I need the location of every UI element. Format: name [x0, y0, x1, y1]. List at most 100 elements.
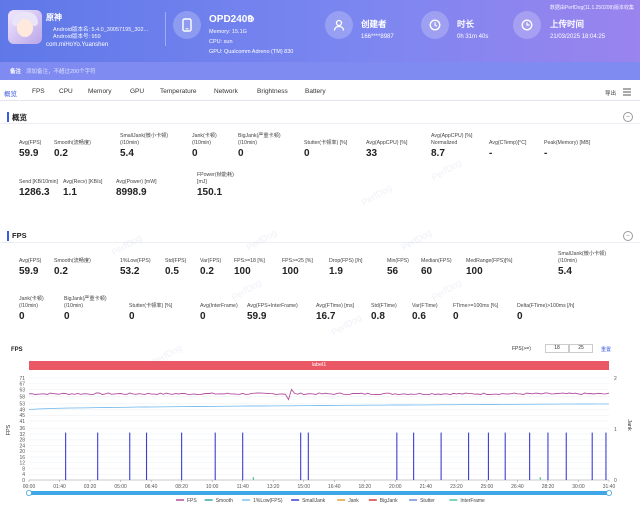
- tab-bar: 概览 FPS CPU Memory GPU Temperature Networ…: [0, 83, 640, 101]
- metric-value: 0: [192, 148, 198, 160]
- x-tick-label: 18:20: [359, 484, 372, 490]
- watermark: PerfDog: [429, 157, 464, 183]
- y-tick-label: 49: [19, 407, 25, 413]
- tab-memory[interactable]: Memory: [88, 88, 112, 95]
- overview-metric: Avg(CTemp)[°C] -: [489, 133, 569, 160]
- y-tick-label: 20: [19, 449, 25, 455]
- legend-label: 1%Low(FPS): [253, 498, 283, 504]
- reset-button[interactable]: 重置: [601, 347, 612, 353]
- metric-value: 0.5: [165, 266, 179, 278]
- note-bar[interactable]: 备注 添加备注，不超过200个字符: [0, 62, 640, 80]
- upload-value: 21/03/2025 18:04:25: [550, 34, 606, 40]
- y-tick-label: 36: [19, 426, 25, 432]
- metric-value: 59.9: [19, 148, 39, 160]
- fps-metric: Std(FPS) 0.5: [165, 251, 245, 278]
- metric-value: 0: [304, 148, 310, 160]
- metric-value: 0: [200, 311, 206, 323]
- y-tick-label: 8: [22, 466, 25, 472]
- tab-network[interactable]: Network: [214, 88, 238, 95]
- phone-icon: [173, 11, 201, 39]
- fps-chart-title: FPS: [11, 347, 23, 353]
- metric-label: Avg(InterFrame): [200, 302, 238, 309]
- fps-filter-max-input[interactable]: 25: [569, 344, 593, 353]
- fps-chart[interactable]: 0 4 8 12 16 20 24 28 32 36 41 45 49 53 58 63 67 71 0 1 2 FPS J…: [0, 370, 640, 505]
- overview-metric: Jank(卡顿) (/10min) 0: [192, 133, 272, 159]
- collapse-icon[interactable]: –: [623, 112, 633, 122]
- metric-label: Jank(卡顿) (/10min): [192, 133, 217, 146]
- note-label: 备注: [10, 69, 22, 75]
- y-tick-label: 63: [19, 387, 25, 393]
- metric-label: Drop(FPS) [/h]: [329, 257, 363, 264]
- tab-brightness[interactable]: Brightness: [257, 88, 288, 95]
- metric-value: 53.2: [120, 266, 140, 278]
- metric-label: Std(FPS): [165, 257, 187, 264]
- overview-metric: Avg(AppCPU) [%] 33: [366, 133, 446, 160]
- tab-overview[interactable]: 概览: [4, 91, 17, 98]
- x-tick-label: 25:00: [481, 484, 494, 490]
- y2-tick-label: 0: [614, 478, 617, 484]
- tab-fps[interactable]: FPS: [32, 88, 45, 95]
- metric-value: 0: [129, 311, 135, 323]
- fps-metric: FPS>=18 [%] 100: [234, 251, 314, 278]
- overview-metric: Send [KB/10min] 1286.3: [19, 172, 99, 199]
- metric-label: Avg(Recv) [KB/s]: [63, 178, 103, 185]
- metric-value: 0: [238, 148, 244, 160]
- fps-metric: Median(FPS) 60: [421, 251, 501, 278]
- duration-title: 时长: [457, 19, 475, 29]
- user-icon: [325, 11, 353, 39]
- overview-metric: BigJank(严重卡顿) (/10min) 0: [238, 133, 318, 159]
- metric-value: 0: [453, 311, 459, 323]
- tab-gpu[interactable]: GPU: [130, 88, 145, 95]
- tab-cpu[interactable]: CPU: [59, 88, 73, 95]
- fps-metric: Stutter(卡顿率) [%] 0: [129, 296, 209, 323]
- fps-metric: SmallJank(微小卡顿) (/10min) 5.4: [558, 251, 638, 277]
- device-memory: Memory: 15.1G: [209, 29, 247, 35]
- metric-value: 8998.9: [116, 187, 147, 199]
- tab-battery[interactable]: Battery: [305, 88, 326, 95]
- metric-label: Avg(FTime) [ms]: [316, 302, 355, 309]
- x-tick-label: 16:40: [328, 484, 341, 490]
- fps-line: [28, 388, 610, 401]
- x-tick-label: 28:20: [542, 484, 555, 490]
- menu-icon[interactable]: [622, 87, 632, 97]
- info-icon[interactable]: i: [248, 16, 254, 22]
- watermark: PerfDog: [359, 182, 394, 208]
- metric-label: MedRange(FPS)[%]: [466, 257, 513, 264]
- export-button[interactable]: 导出: [605, 91, 617, 97]
- x-tick-label: 03:20: [84, 484, 97, 490]
- overview-metric: Smooth(流畅度) 0.2: [54, 133, 134, 160]
- android-version-name: Android版本名: 5.4.0_30057195_302...: [53, 27, 149, 33]
- metric-value: 60: [421, 266, 433, 278]
- y-tick-label: 45: [19, 413, 25, 419]
- collapse-icon[interactable]: –: [623, 231, 633, 241]
- metric-value: -: [489, 148, 493, 160]
- metric-value: 1286.3: [19, 187, 50, 199]
- y2-tick-label: 1: [614, 427, 617, 433]
- perfdog-version: 数据由PerfDog(11.1.250208)版本收集: [549, 5, 634, 11]
- metric-label: SmallJank(微小卡顿) (/10min): [120, 133, 169, 146]
- upload-title: 上传时间: [550, 19, 585, 29]
- legend-label: BigJank: [380, 498, 398, 504]
- y-tick-label: 16: [19, 455, 25, 461]
- fps-metric: 1%Low(FPS) 53.2: [120, 251, 200, 278]
- metric-label: 1%Low(FPS): [120, 257, 151, 264]
- metric-value: 0.8: [371, 311, 385, 323]
- metric-value: 0.6: [412, 311, 426, 323]
- metric-label: Avg(Power) [mW]: [116, 178, 157, 185]
- clock-icon: [421, 11, 449, 39]
- note-input[interactable]: 添加备注，不超过200个字符: [26, 69, 96, 75]
- metric-value: 16.7: [316, 311, 336, 323]
- overview-title: 概览: [12, 113, 27, 122]
- scrollbar-handle-left: [25, 490, 32, 497]
- metric-value: 1.9: [329, 266, 343, 278]
- overview-metric: Avg(FPS) 59.9: [19, 133, 99, 160]
- creator-value: 166****8987: [361, 34, 394, 40]
- fps-filter-min-input[interactable]: 18: [545, 344, 569, 353]
- x-tick-label: 30:00: [572, 484, 585, 490]
- app-name: 原神: [46, 13, 62, 22]
- device-name: OPD2409: [209, 14, 253, 25]
- tab-temperature[interactable]: Temperature: [160, 88, 197, 95]
- label-bar[interactable]: label1: [29, 361, 609, 370]
- metric-label: Avg(FPS+InterFrame): [247, 302, 298, 309]
- y-tick-label: 12: [19, 461, 25, 467]
